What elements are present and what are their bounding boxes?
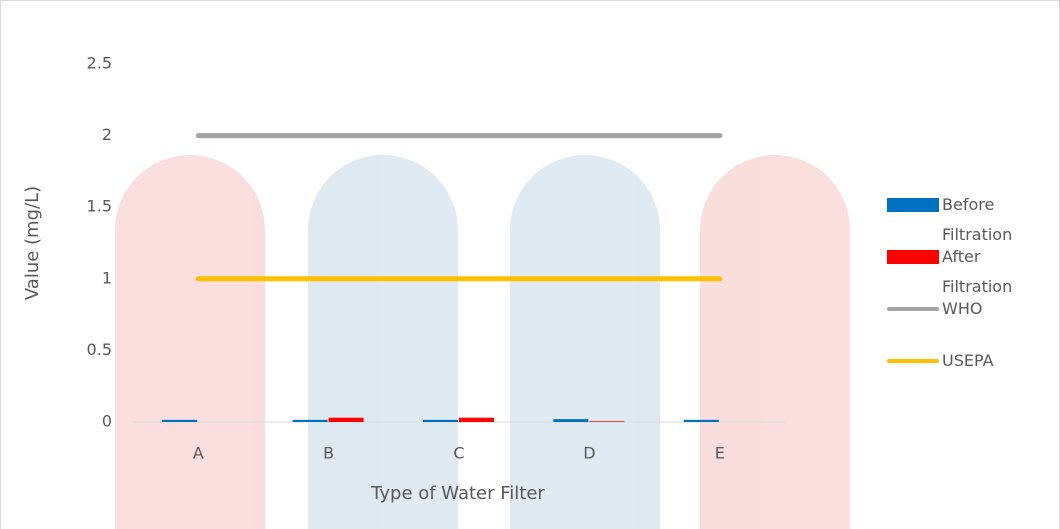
y-axis-title: Value (mg/L) (22, 186, 43, 300)
bar (553, 419, 589, 422)
bar (292, 419, 328, 422)
bar (589, 421, 625, 422)
legend-label: WHO (942, 299, 983, 318)
legend-label: After Filtration (942, 247, 1013, 296)
x-tick-label: B (323, 444, 334, 463)
watermark (115, 155, 850, 529)
legend-label: USEPA (942, 351, 994, 370)
legend-label: Before Filtration (942, 195, 1013, 244)
x-tick-label: D (583, 444, 595, 463)
legend: Before Filtration After Filtration WHO USEP… (885, 190, 1025, 398)
legend-item: After Filtration (885, 242, 1025, 296)
bar (683, 419, 719, 422)
legend-item: Before Filtration (885, 190, 1025, 244)
x-tick-label: E (715, 444, 725, 463)
legend-swatch (887, 198, 939, 212)
bar (162, 419, 198, 422)
x-tick-label: A (193, 444, 204, 463)
y-tick-label: 1.5 (87, 197, 112, 216)
legend-swatch (887, 307, 939, 311)
legend-swatch (887, 250, 939, 264)
y-tick-label: 2.5 (87, 54, 112, 73)
bar (423, 419, 458, 422)
x-axis-title: Type of Water Filter (370, 483, 545, 504)
y-tick-label: 0.5 (87, 340, 112, 359)
x-tick-label: C (453, 444, 464, 463)
legend-item: USEPA (885, 346, 1025, 398)
bar (328, 417, 364, 422)
bar (459, 417, 494, 422)
legend-item: WHO (885, 294, 1025, 346)
y-tick-label: 0 (102, 412, 112, 431)
legend-swatch (887, 359, 939, 363)
y-tick-label: 2 (102, 125, 112, 144)
y-tick-label: 1 (102, 268, 112, 287)
